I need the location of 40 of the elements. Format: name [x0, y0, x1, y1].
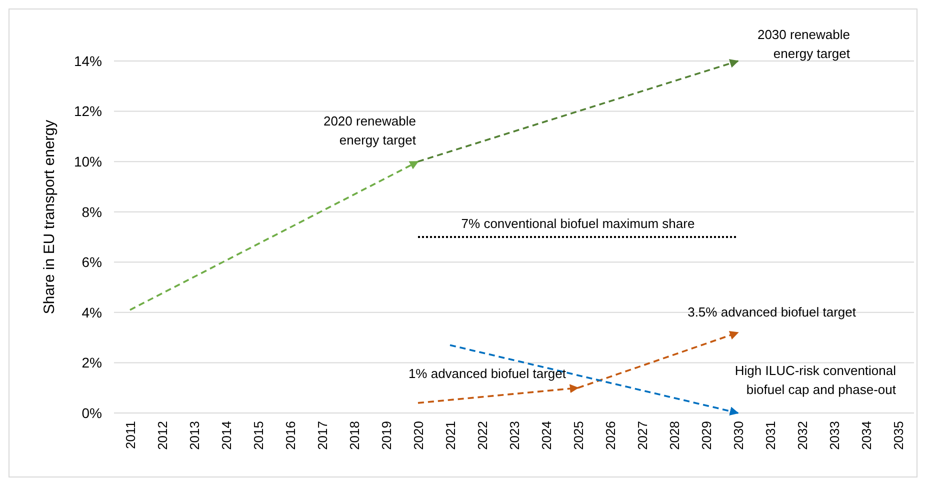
y-tick-label: 0%	[82, 404, 102, 421]
y-tick-label: 4%	[82, 304, 102, 320]
x-tick-label: 2030	[731, 421, 746, 450]
x-tick-label: 2015	[251, 421, 266, 450]
x-tick-label: 2016	[283, 421, 298, 450]
x-tick-label: 2035	[891, 421, 906, 450]
x-tick-label: 2017	[315, 421, 330, 450]
y-tick-label: 10%	[74, 153, 102, 170]
x-tick-label: 2021	[443, 421, 458, 450]
y-tick-label: 6%	[82, 254, 102, 270]
x-tick-label: 2027	[635, 421, 650, 450]
y-tick-label: 2%	[82, 354, 102, 371]
x-tick-label: 2022	[475, 421, 490, 450]
y-tick-label: 8%	[82, 204, 102, 220]
annotation: 3.5% advanced biofuel target	[688, 304, 856, 320]
x-tick-label: 2032	[795, 421, 810, 450]
x-tick-label: 2018	[347, 421, 362, 450]
x-tick-label: 2019	[379, 421, 394, 450]
annotation: 7% conventional biofuel maximum share	[461, 216, 695, 231]
x-tick-label: 2014	[219, 421, 234, 450]
x-tick-label: 2031	[763, 421, 778, 450]
y-tick-label: 14%	[74, 52, 102, 69]
annotation: 2030 renewable energy target	[757, 27, 850, 61]
y-axis-title: Share in EU transport energy	[41, 119, 58, 314]
x-tick-label: 2029	[699, 421, 714, 450]
x-tick-label: 2020	[411, 421, 426, 450]
x-tick-label: 2012	[155, 421, 170, 450]
x-tick-label: 2026	[603, 421, 618, 450]
annotation: High ILUC-risk conventional biofuel cap and phase-out	[734, 363, 896, 397]
x-tick-label: 2034	[859, 421, 874, 450]
x-tick-label: 2028	[667, 421, 682, 450]
x-tick-label: 2011	[123, 421, 138, 449]
annotation: 1% advanced biofuel target	[408, 366, 566, 381]
y-tick-label: 12%	[74, 103, 102, 120]
x-tick-label: 2025	[571, 421, 586, 450]
x-tick-label: 2033	[827, 421, 842, 450]
x-tick-label: 2024	[539, 421, 554, 450]
annotation: 2020 renewable energy target	[323, 114, 416, 148]
x-tick-label: 2023	[507, 421, 522, 450]
x-tick-label: 2013	[187, 421, 202, 450]
